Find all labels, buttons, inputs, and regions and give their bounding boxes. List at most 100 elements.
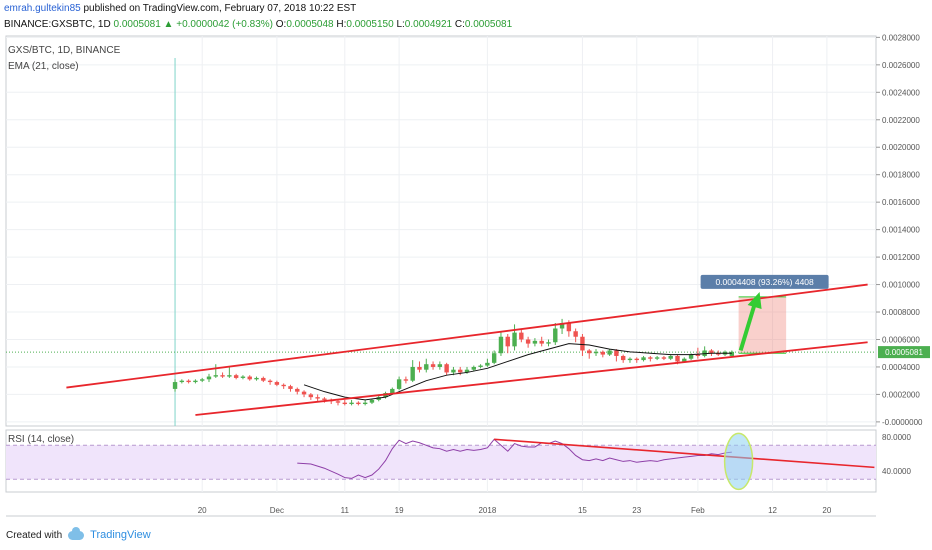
candle-body bbox=[641, 357, 646, 361]
candle-body bbox=[179, 380, 185, 383]
y-tick-label: 0.0020000 bbox=[882, 143, 920, 152]
x-tick-label: 12 bbox=[768, 506, 777, 515]
candle-body bbox=[634, 358, 639, 361]
candle-body bbox=[322, 398, 327, 400]
ema-line bbox=[303, 343, 732, 401]
candle-body bbox=[227, 375, 232, 377]
x-tick-label: Dec bbox=[270, 506, 284, 515]
candle-body bbox=[356, 402, 361, 405]
y-tick-label: 0.0006000 bbox=[882, 335, 920, 344]
x-tick-label: 2018 bbox=[478, 506, 496, 515]
candle-body bbox=[315, 397, 320, 399]
x-tick-label: 23 bbox=[632, 506, 641, 515]
candle-body bbox=[587, 350, 592, 354]
x-tick-label: Feb bbox=[691, 506, 705, 515]
close-value: 0.0005081 bbox=[464, 19, 513, 30]
candle-body bbox=[267, 380, 273, 383]
published-text: published on TradingView.com, February 0… bbox=[83, 3, 357, 14]
candle-body bbox=[301, 391, 307, 395]
candle-body bbox=[396, 379, 402, 389]
low-value: 0.0004921 bbox=[404, 19, 453, 30]
target-arrow-head bbox=[747, 292, 762, 310]
candle-body bbox=[525, 339, 531, 344]
candle-body bbox=[247, 376, 252, 380]
candle-body bbox=[233, 375, 239, 378]
rsi-tick-label: 80.0000 bbox=[882, 433, 911, 442]
y-tick-label: 0.0018000 bbox=[882, 171, 920, 180]
candle-body bbox=[716, 353, 721, 355]
candle-body bbox=[430, 364, 436, 367]
candle-body bbox=[627, 358, 633, 361]
rsi-line bbox=[297, 438, 732, 479]
candle-body bbox=[566, 323, 572, 332]
last-price-badge-text: 0.0005081 bbox=[885, 348, 923, 357]
candle-body bbox=[512, 332, 517, 347]
candle-body bbox=[410, 366, 415, 381]
candle-body bbox=[451, 369, 456, 373]
open-value: 0.0005048 bbox=[286, 19, 334, 30]
upper-trendline bbox=[66, 283, 868, 389]
change-value: +0.0000042 (+0.83%) bbox=[176, 19, 273, 30]
lower-trendline bbox=[195, 341, 868, 416]
y-tick-label: 0.0004000 bbox=[882, 363, 920, 372]
publish-header: emrah.gultekin85 published on TradingVie… bbox=[4, 3, 356, 14]
candle-body bbox=[213, 375, 218, 377]
candle-body bbox=[491, 353, 497, 363]
candle-body bbox=[559, 323, 565, 329]
candle-body bbox=[458, 369, 463, 373]
candle-body bbox=[349, 402, 354, 405]
change-arrow-icon: ▲ bbox=[163, 19, 174, 30]
y-tick-label: 0.0010000 bbox=[882, 281, 920, 290]
rsi-legend[interactable]: RSI (14, close) bbox=[8, 434, 75, 445]
candle-body bbox=[485, 362, 490, 366]
symbol-label: BINANCE:GXSBTC, 1D bbox=[4, 19, 111, 30]
candle-body bbox=[471, 366, 476, 370]
main-pane-frame bbox=[5, 35, 877, 427]
candle-body bbox=[220, 375, 225, 377]
candle-body bbox=[478, 365, 483, 367]
candle-body bbox=[193, 380, 198, 383]
candle-body bbox=[553, 328, 558, 343]
candle-body bbox=[200, 379, 205, 381]
ema-legend[interactable]: EMA (21, close) bbox=[8, 61, 79, 72]
candle-body bbox=[342, 402, 347, 405]
candle-body bbox=[444, 364, 449, 373]
candle-body bbox=[186, 380, 191, 383]
candle-body bbox=[505, 336, 510, 347]
candle-body bbox=[539, 340, 544, 344]
y-tick-label: 0.0028000 bbox=[882, 33, 920, 42]
footer: Created with TradingView bbox=[6, 526, 151, 541]
candle-body bbox=[600, 351, 606, 355]
candle-body bbox=[403, 379, 409, 381]
candle-body bbox=[369, 399, 375, 403]
candle-body bbox=[362, 402, 368, 405]
tradingview-cloud-icon bbox=[68, 526, 85, 540]
low-label: L: bbox=[396, 19, 405, 30]
tradingview-brand-link[interactable]: TradingView bbox=[90, 529, 151, 541]
y-tick-label: 0.0012000 bbox=[882, 253, 920, 262]
candle-body bbox=[254, 377, 259, 380]
y-tick-label: 0.0022000 bbox=[882, 116, 920, 125]
author-link[interactable]: emrah.gultekin85 bbox=[4, 3, 81, 14]
candle-body bbox=[682, 358, 687, 362]
candle-body bbox=[695, 354, 701, 356]
y-tick-label: 0.0014000 bbox=[882, 226, 920, 235]
candle-body bbox=[648, 357, 653, 359]
candle-body bbox=[240, 376, 246, 378]
x-tick-label: 15 bbox=[578, 506, 587, 515]
candle-body bbox=[675, 355, 680, 362]
x-tick-label: 20 bbox=[198, 506, 207, 515]
y-tick-label: 0.0024000 bbox=[882, 88, 920, 97]
candle-body bbox=[295, 388, 300, 392]
candle-body bbox=[437, 364, 443, 367]
candle-body bbox=[532, 340, 538, 344]
candle-body bbox=[288, 386, 293, 389]
candle-body bbox=[614, 350, 619, 356]
candle-body bbox=[281, 384, 286, 387]
y-tick-label: 0.0016000 bbox=[882, 198, 920, 207]
close-label: C: bbox=[454, 19, 465, 30]
x-tick-label: 20 bbox=[822, 506, 831, 515]
candle-body bbox=[688, 354, 694, 359]
x-tick-label: 19 bbox=[395, 506, 404, 515]
